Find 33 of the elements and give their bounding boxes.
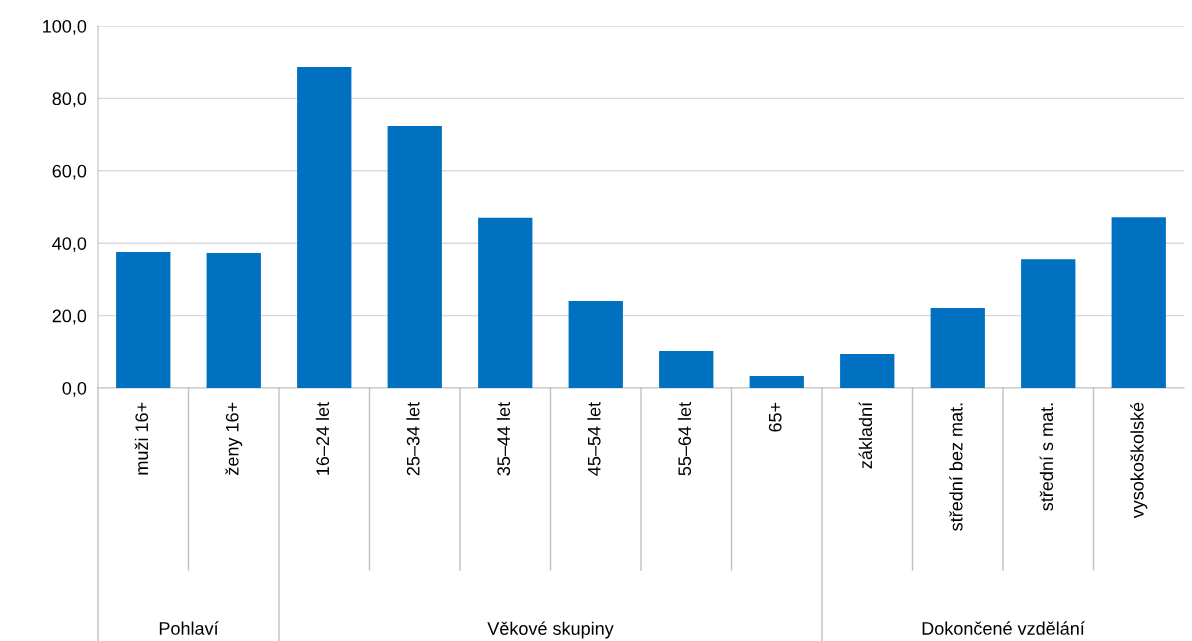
x-tick-label: 16–24 let — [315, 402, 330, 475]
x-tick-label: 35–44 let — [496, 402, 511, 476]
bar — [387, 125, 442, 388]
bar — [659, 351, 714, 388]
x-tick-label: základní — [858, 401, 873, 469]
x-tick-label: muži 16+ — [134, 402, 149, 475]
bar — [116, 251, 171, 388]
bar — [749, 376, 804, 388]
x-tick-label: 55–64 let — [677, 402, 692, 476]
bar — [206, 252, 261, 388]
bar — [1111, 217, 1166, 388]
x-tick-label: střední s mat. — [1039, 403, 1054, 511]
x-tick-label: ženy 16+ — [225, 402, 243, 475]
bar — [297, 66, 352, 388]
y-tick-label: 80,0 — [52, 92, 87, 108]
text: Pohlaví — [159, 621, 219, 635]
y-tick-label: 0,0 — [62, 381, 87, 397]
text: Věkové skupiny — [487, 621, 614, 639]
bar — [930, 308, 985, 388]
x-tick-label: střední bez mat. — [949, 403, 963, 531]
bar — [840, 353, 895, 388]
y-tick-label: 100,0 — [43, 19, 87, 35]
bar — [568, 301, 623, 388]
x-tick-label: vysokoškolské — [1130, 402, 1148, 519]
y-tick-label: 20,0 — [52, 309, 87, 325]
bar — [1021, 259, 1076, 388]
text: Dokončené vzdělání — [922, 621, 1085, 635]
x-tick-label: 25–34 let — [406, 402, 420, 476]
x-tick-label: 65+ — [768, 402, 782, 432]
y-tick-label: 60,0 — [52, 164, 87, 180]
y-tick-label: 40,0 — [52, 237, 87, 253]
x-tick-label: 45–54 let — [587, 402, 601, 476]
bar — [478, 217, 533, 388]
